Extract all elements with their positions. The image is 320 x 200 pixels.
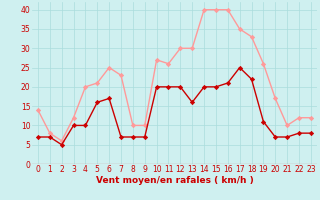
X-axis label: Vent moyen/en rafales ( km/h ): Vent moyen/en rafales ( km/h ) xyxy=(96,176,253,185)
